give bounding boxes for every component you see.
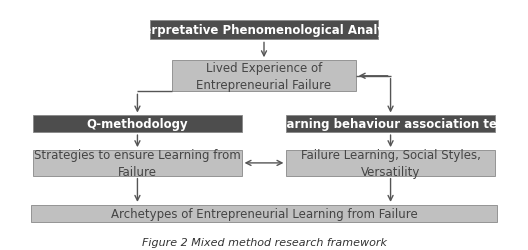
Text: Interpretative Phenomenological Analysis: Interpretative Phenomenological Analysis	[125, 24, 403, 37]
Text: Q-methodology: Q-methodology	[87, 118, 188, 131]
FancyBboxPatch shape	[33, 150, 242, 176]
FancyBboxPatch shape	[31, 205, 497, 222]
Text: Figure 2 Mixed method research framework: Figure 2 Mixed method research framework	[142, 238, 386, 248]
FancyBboxPatch shape	[286, 150, 495, 176]
Text: Failure Learning, Social Styles,
Versatility: Failure Learning, Social Styles, Versati…	[300, 148, 480, 178]
Text: Lived Experience of
Entrepreneurial Failure: Lived Experience of Entrepreneurial Fail…	[196, 62, 332, 92]
Text: Strategies to ensure Learning from
Failure: Strategies to ensure Learning from Failu…	[34, 148, 241, 178]
FancyBboxPatch shape	[286, 116, 495, 133]
Text: Archetypes of Entrepreneurial Learning from Failure: Archetypes of Entrepreneurial Learning f…	[111, 207, 417, 220]
FancyBboxPatch shape	[33, 116, 242, 133]
Text: Learning behaviour association test: Learning behaviour association test	[271, 118, 510, 131]
FancyBboxPatch shape	[150, 22, 378, 40]
FancyBboxPatch shape	[172, 61, 356, 92]
